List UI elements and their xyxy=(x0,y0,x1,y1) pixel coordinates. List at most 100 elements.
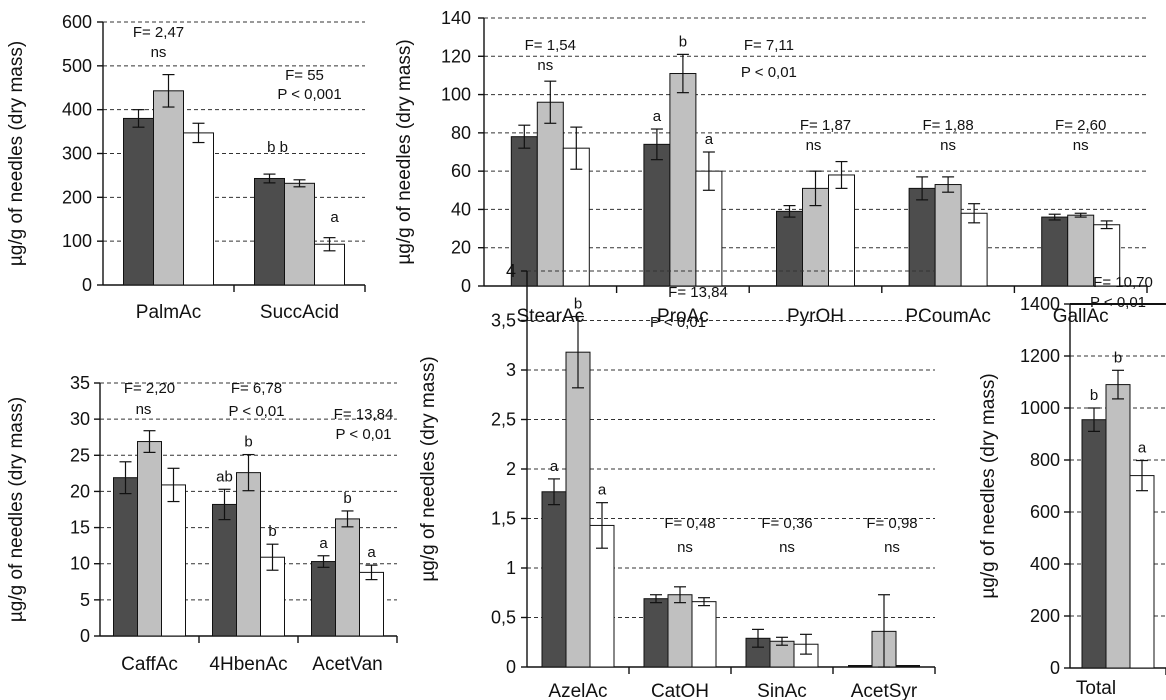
stat-annotation: b b xyxy=(267,139,288,156)
y-tick-label: 30 xyxy=(70,409,90,429)
bar xyxy=(562,147,590,287)
y-tick-label: 1000 xyxy=(1020,398,1060,418)
category-label: Total xyxy=(1076,678,1116,699)
bar xyxy=(137,441,162,637)
chart-stearac-gallac: 0 20 40 60 80 100 120 140 µg/g of needles (dry m… xyxy=(394,8,1148,327)
chart-azelac-acetsyr: 0 0,5 1 1,5 2 2,5 3 3,5 4 µg/g of needles (dry ma… xyxy=(418,261,936,700)
stat-annotation: F= 6,78 xyxy=(231,380,282,397)
stat-annotation: F= 1,88 xyxy=(922,117,973,134)
stat-annotation: F= 0,48 xyxy=(664,515,715,532)
stat-annotation: ns xyxy=(136,401,152,418)
y-tick-label: 0 xyxy=(506,657,516,677)
significance-letter: b xyxy=(268,523,276,540)
y-tick-label: 200 xyxy=(1030,606,1060,626)
y-tick-label: 0 xyxy=(1050,658,1060,678)
category-label: PCoumAc xyxy=(905,306,991,327)
y-tick-label: 1,5 xyxy=(491,509,516,529)
bar xyxy=(589,524,615,668)
significance-letter: b xyxy=(574,296,582,313)
stat-annotation: F= 10,70 xyxy=(1093,274,1153,291)
significance-letter: a xyxy=(653,108,662,125)
y-tick-label: 140 xyxy=(441,8,471,28)
y-tick-label: 600 xyxy=(62,12,92,32)
stat-annotation: F= 55 xyxy=(285,67,324,84)
bar xyxy=(1041,216,1069,287)
chart-caffac-acetvan: 0 5 10 15 20 25 30 35 µg/g of needles (dry mass)… xyxy=(6,373,398,675)
stat-annotation: P < 0,01 xyxy=(228,403,284,420)
significance-letter: a xyxy=(319,535,328,552)
stat-annotation: F= 1,87 xyxy=(800,117,851,134)
y-tick-label: 15 xyxy=(70,518,90,538)
significance-letter: a xyxy=(705,131,714,148)
bar xyxy=(212,503,237,637)
stat-annotation: F= 0,36 xyxy=(761,515,812,532)
bar xyxy=(1067,214,1095,287)
y-tick-label: 35 xyxy=(70,373,90,393)
y-tick-label: 40 xyxy=(451,199,471,219)
y-tick-label: 300 xyxy=(62,144,92,164)
significance-letter: a xyxy=(367,544,376,561)
y-tick-label: 400 xyxy=(62,100,92,120)
category-label: AcetVan xyxy=(312,654,382,675)
bar xyxy=(643,143,671,287)
category-label: StearAc xyxy=(517,306,585,327)
y-tick-label: 100 xyxy=(441,85,471,105)
bar xyxy=(691,601,717,668)
stat-annotation: P < 0,01 xyxy=(741,64,797,81)
stat-annotation: ns xyxy=(779,539,795,556)
bar xyxy=(565,351,591,668)
bar xyxy=(1081,419,1107,669)
chart-total-content: 0 200 400 600 800 1000 1200 1400 µg/g of needles… xyxy=(978,274,1166,699)
bar xyxy=(254,177,285,286)
y-tick-label: 10 xyxy=(70,554,90,574)
stat-annotation: ns xyxy=(537,57,553,74)
stat-annotation: F= 13,84 xyxy=(668,284,728,301)
category-label: SuccAcid xyxy=(260,302,339,323)
bar xyxy=(643,598,669,668)
bar xyxy=(123,117,154,286)
y-tick-label: 1 xyxy=(506,558,516,578)
bar xyxy=(828,174,855,287)
bar xyxy=(667,594,693,668)
y-axis-label: µg/g of needles (dry mass) xyxy=(394,39,415,264)
category-label: AzelAc xyxy=(548,681,607,700)
significance-letter: b xyxy=(1090,387,1098,404)
significance-letter: b xyxy=(679,33,687,50)
stat-annotation: F= 2,20 xyxy=(124,380,175,397)
y-axis-label: µg/g of needles (dry mass) xyxy=(6,41,27,266)
y-tick-label: 3 xyxy=(506,360,516,380)
bar xyxy=(1105,384,1131,669)
y-tick-label: 80 xyxy=(451,123,471,143)
bar xyxy=(541,491,567,668)
y-tick-label: 400 xyxy=(1030,554,1060,574)
y-tick-label: 1400 xyxy=(1020,294,1060,314)
stat-annotation: F= 7,11 xyxy=(744,37,794,54)
stat-annotation: ns xyxy=(151,44,167,61)
y-tick-label: 3,5 xyxy=(491,311,516,331)
y-tick-label: 5 xyxy=(80,590,90,610)
bar xyxy=(1129,475,1155,669)
category-label: PyrOH xyxy=(787,306,844,327)
y-tick-label: 60 xyxy=(451,161,471,181)
significance-letter: a xyxy=(1138,440,1147,457)
bar xyxy=(536,101,564,287)
bar xyxy=(153,90,184,286)
y-tick-label: 2 xyxy=(506,459,516,479)
category-label: GallAc xyxy=(1053,306,1109,327)
bar xyxy=(113,477,138,637)
y-tick-label: 500 xyxy=(62,56,92,76)
y-axis-label: µg/g of needles (dry mass) xyxy=(418,356,439,581)
y-tick-label: 0,5 xyxy=(491,608,516,628)
stat-annotation: F= 1,54 xyxy=(525,37,576,54)
y-tick-label: 0 xyxy=(82,275,92,295)
stat-annotation: ns xyxy=(884,539,900,556)
category-label: AcetSyr xyxy=(851,681,918,700)
y-tick-label: 2,5 xyxy=(491,410,516,430)
y-axis-label: µg/g of needles (dry mass) xyxy=(978,373,999,598)
chart-palmac-succacid: 0 100 200 300 400 500 600 µg/g of needles (dry … xyxy=(6,12,366,323)
significance-letter: a xyxy=(550,458,559,475)
stat-annotation: P < 0,001 xyxy=(277,86,341,103)
bar xyxy=(908,187,936,287)
stat-annotation: ns xyxy=(806,137,822,154)
